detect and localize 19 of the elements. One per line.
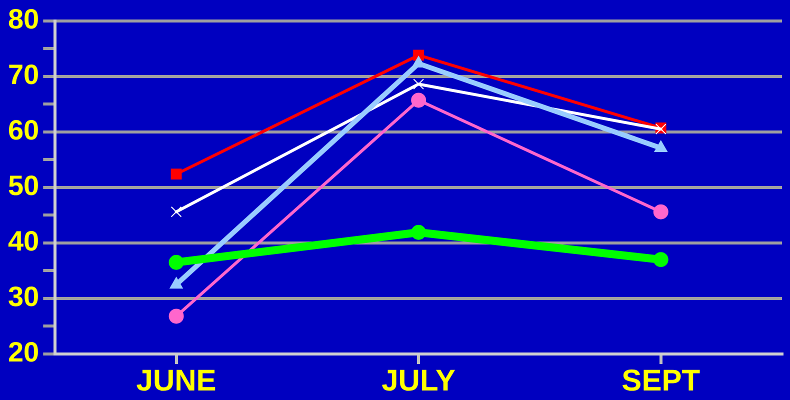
point (411, 92, 426, 108)
y-tick-label: 80 (8, 4, 40, 35)
y-tick-label: 30 (8, 281, 40, 312)
point (411, 224, 426, 240)
y-tick-label: 50 (8, 170, 40, 202)
y-tick-label: 60 (8, 114, 40, 146)
y-tick-label: 40 (8, 226, 40, 257)
point (653, 204, 668, 220)
x-tick-label: JULY (382, 364, 456, 398)
x-tick-label: JUNE (136, 364, 216, 398)
y-tick-label: 20 (8, 336, 40, 368)
point (653, 252, 668, 268)
point (168, 254, 184, 270)
point (170, 168, 182, 180)
point (170, 206, 182, 218)
point (168, 308, 184, 324)
point (413, 78, 424, 90)
y-tick-label: 70 (8, 59, 40, 90)
x-tick-label: SEPT (622, 364, 700, 398)
